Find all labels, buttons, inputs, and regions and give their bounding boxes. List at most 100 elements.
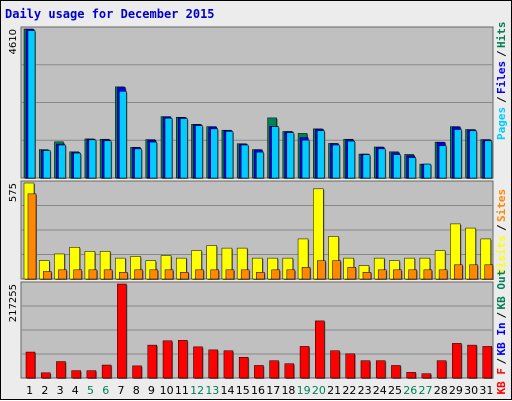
x-tick-label: 19 <box>297 384 311 397</box>
visits-sites-bar-sites <box>103 269 113 280</box>
visits-sites-bar-sites <box>195 269 204 280</box>
visits-sites-bar-sites <box>438 269 448 280</box>
x-axis-labels: 1 2 3 4 5 6 7 8 9 10 11 12 13 14 15 16 17 18 19 20 21 22 23 24 2… <box>26 384 493 397</box>
kbytes-bar-kb-f <box>193 346 203 379</box>
chart-title: Daily usage for December 2015 <box>5 7 215 21</box>
x-tick-label: 30 <box>464 384 478 397</box>
kbytes-bar-kb-f <box>391 365 401 379</box>
x-tick-label: 29 <box>449 384 463 397</box>
x-tick-label: 1 <box>26 384 33 397</box>
hits-files-pages-legend: Pages/Files/Hits <box>495 22 508 141</box>
x-tick-label: 7 <box>117 384 124 397</box>
legend-item: KB Out <box>495 270 508 310</box>
kbytes-bar-kb-f <box>40 372 51 379</box>
x-tick-label: 6 <box>102 384 109 397</box>
visits-sites-bar-sites <box>256 272 265 280</box>
hits-files-pages-bar-pages <box>484 140 493 179</box>
kbytes-bar-kb-f <box>299 346 310 379</box>
x-tick-label: 15 <box>236 384 250 397</box>
x-tick-label: 21 <box>327 384 341 397</box>
hits-files-pages-bar-pages <box>377 148 386 179</box>
visits-sites-bar-sites <box>180 272 189 280</box>
visits-sites-legend: Visits / Sites <box>495 189 508 275</box>
visits-sites-bar-sites <box>332 260 341 280</box>
visits-sites-bar-sites <box>423 269 433 280</box>
x-tick-label: 22 <box>342 384 356 397</box>
hits-files-pages-bar-pages <box>149 141 158 179</box>
hits-files-pages-bar-pages <box>27 30 36 179</box>
legend-item: KB F <box>495 368 508 395</box>
x-tick-label: 9 <box>148 384 155 397</box>
hits-files-pages-bar-pages <box>164 117 173 179</box>
legend-item: Pages <box>495 107 508 140</box>
kbytes-bar-kb-f <box>117 283 127 379</box>
visits-sites-bar-sites <box>393 269 402 280</box>
visits-sites-bar-sites <box>484 264 494 280</box>
hits-files-pages-bar-pages <box>317 130 325 179</box>
hits-files-pages-bar-pages <box>73 152 81 179</box>
visits-sites-bar-sites <box>88 269 98 280</box>
kbytes-bar-kb-f <box>482 346 493 379</box>
kbytes-bar-kb-f <box>421 373 432 379</box>
hits-files-pages-bar-pages <box>119 91 127 179</box>
visits-sites-bar-sites <box>164 269 174 280</box>
x-tick-label: 4 <box>72 384 79 397</box>
hits-files-pages-bar-pages <box>88 139 97 179</box>
x-tick-label: 17 <box>266 384 280 397</box>
kbytes-bar-kb-f <box>315 320 325 379</box>
hits-files-pages-bar-pages <box>240 144 249 179</box>
legend-item: Sites <box>495 189 508 222</box>
kbytes-bar-kb-f <box>101 364 112 379</box>
visits-sites-bar-sites <box>362 272 372 280</box>
kbytes-bar-kb-f <box>178 340 188 379</box>
x-tick-label: 11 <box>175 384 189 397</box>
hits-files-pages-bar-pages <box>332 144 340 179</box>
visits-sites-bar-sites <box>240 269 250 280</box>
visits-sites-bar-sites <box>42 271 52 280</box>
kbytes-bar-kb-f <box>452 343 462 379</box>
x-tick-label: 13 <box>205 384 219 397</box>
x-tick-label: 25 <box>388 384 402 397</box>
visits-sites-bar-sites <box>73 269 82 280</box>
legend-separator: / <box>495 358 508 365</box>
kbytes-bar-kb-f <box>345 353 355 379</box>
legend-item: Files <box>495 61 508 94</box>
kbytes-legend: KB F / KB In / KB Out <box>495 270 508 395</box>
visits-sites-bar-sites <box>119 272 128 280</box>
visits-sites-bar-sites <box>469 264 478 280</box>
legend-item: Hits <box>495 22 508 49</box>
x-tick-label: 31 <box>479 384 493 397</box>
visits-sites-bar-sites <box>149 269 159 280</box>
hits-files-pages-bar-pages <box>423 163 432 179</box>
x-tick-label: 12 <box>190 384 204 397</box>
visits-sites-bar-sites <box>286 269 296 280</box>
x-tick-label: 24 <box>373 384 387 397</box>
kbytes-bar-kb-f <box>269 360 279 379</box>
hits-files-pages-bar-pages <box>58 144 66 179</box>
x-tick-label: 8 <box>133 384 140 397</box>
hits-files-pages-bar-pages <box>103 140 112 179</box>
hits-files-pages-bar-pages <box>301 139 310 179</box>
x-tick-label: 27 <box>418 384 432 397</box>
hits-files-pages-bar-pages <box>286 132 295 179</box>
kbytes-bar-kb-f <box>375 360 386 379</box>
kbytes-bar-kb-f <box>436 360 447 379</box>
hits-files-pages-bar-pages <box>362 154 371 179</box>
x-tick-label: 5 <box>87 384 94 397</box>
visits-sites-bar-sites <box>454 264 463 280</box>
visits-sites-ymax-label: 575 <box>8 183 19 202</box>
hits-files-pages-bar-pages <box>438 145 447 179</box>
kbytes-bar-kb-f <box>223 350 234 379</box>
hits-files-pages-bar-pages <box>180 118 188 179</box>
kbytes-ymax-label: 217255 <box>8 284 19 322</box>
hits-files-pages-bar-pages <box>225 131 234 179</box>
hits-files-pages-bar-pages <box>271 126 279 179</box>
visits-sites-panel: 575 Visits / Sites <box>8 180 508 280</box>
visits-sites-bar-sites <box>377 269 387 280</box>
kbytes-bar-kb-f <box>132 365 142 379</box>
kbytes-bar-kb-f <box>238 356 249 379</box>
legend-separator: / <box>495 50 508 57</box>
